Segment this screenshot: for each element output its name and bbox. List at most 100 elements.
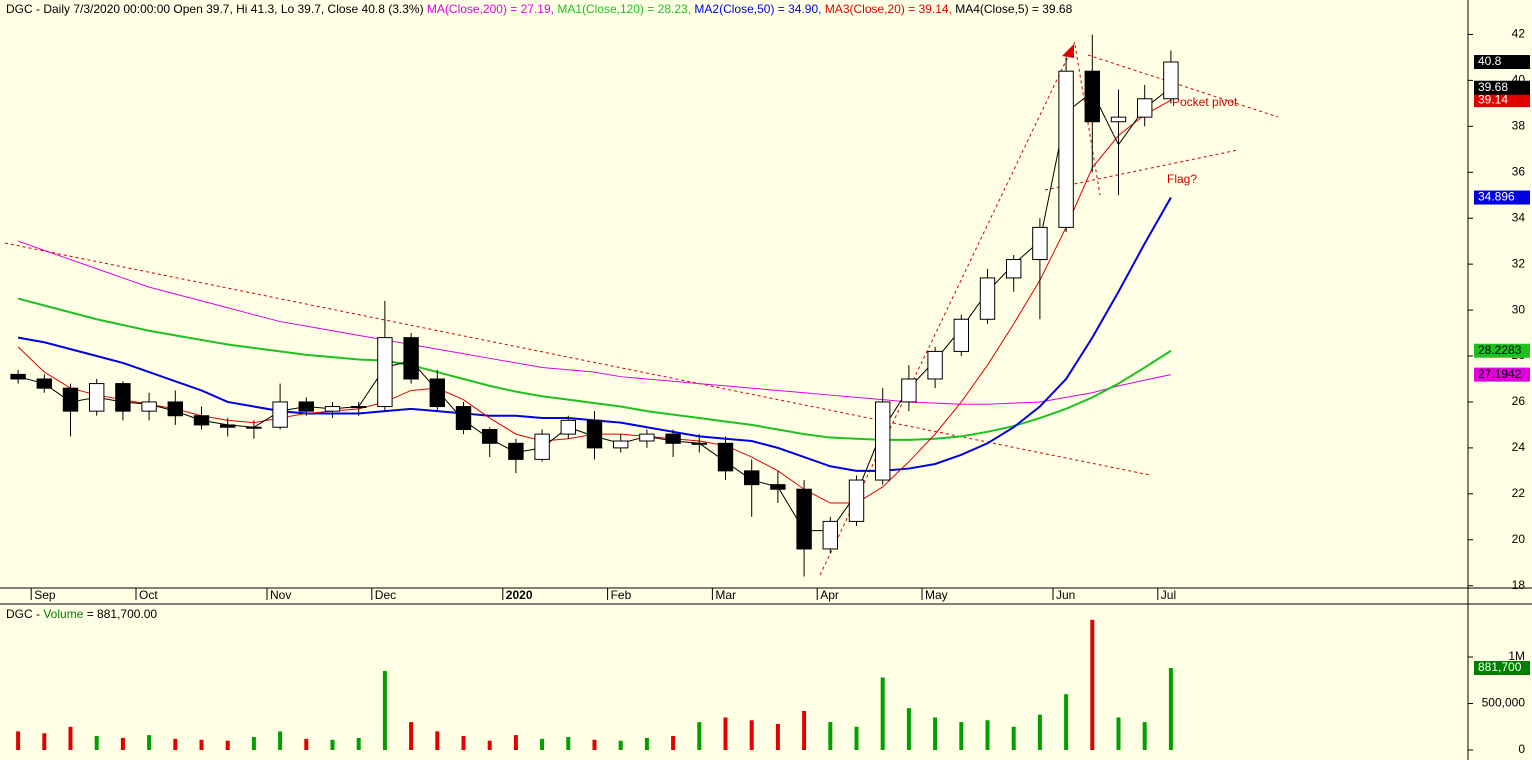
candle-body xyxy=(770,484,786,490)
volume-bar xyxy=(906,708,911,750)
candle-body xyxy=(848,479,865,522)
y-tick-label: 20 xyxy=(1512,532,1526,546)
value-box-label: 27.1942 xyxy=(1478,367,1522,381)
candle-body xyxy=(246,426,262,429)
candle-body xyxy=(901,378,917,403)
y-tick-label: 500,000 xyxy=(1482,696,1526,710)
candle-body xyxy=(1110,116,1127,123)
candle-body xyxy=(534,433,550,460)
volume-bar xyxy=(749,720,754,750)
volume-bar xyxy=(435,731,440,750)
volume-bar xyxy=(1011,726,1016,750)
candle-body xyxy=(508,442,524,460)
y-tick-label: 18 xyxy=(1512,578,1526,592)
annotation: Flag? xyxy=(1167,172,1197,186)
volume-bar xyxy=(959,722,964,750)
value-box-label: 39.14 xyxy=(1478,92,1508,106)
volume-bar xyxy=(199,739,204,750)
volume-bar xyxy=(173,738,178,750)
candle-body xyxy=(822,520,839,550)
candle-body xyxy=(272,401,288,428)
value-box-label: 34.896 xyxy=(1478,190,1515,204)
x-tick-label: Sep xyxy=(34,588,56,602)
volume-bar xyxy=(487,740,492,750)
volume-bar xyxy=(147,735,152,750)
x-tick-label: 2020 xyxy=(506,588,533,602)
x-tick-label: Mar xyxy=(715,588,736,602)
value-box-label: 28.2283 xyxy=(1478,343,1522,357)
candle-body xyxy=(1005,259,1022,279)
candle-body xyxy=(1163,61,1179,100)
flag-lower-line xyxy=(1044,149,1239,191)
candle-body xyxy=(324,406,341,412)
candle-body xyxy=(350,406,367,409)
y-tick-label: 32 xyxy=(1512,256,1526,270)
volume-bar xyxy=(775,723,780,750)
y-tick-label: 22 xyxy=(1512,486,1526,500)
candle-body xyxy=(717,442,734,472)
volume-bar xyxy=(566,736,571,750)
volume-bar xyxy=(671,736,676,750)
volume-header: DGC - Volume = 881,700.00 xyxy=(6,607,157,621)
volume-bar xyxy=(356,737,361,750)
value-box xyxy=(1474,367,1530,382)
candle-body xyxy=(62,387,79,412)
volume-bar xyxy=(697,722,702,750)
volume-bar xyxy=(382,670,387,750)
volume-bar xyxy=(723,717,728,750)
chart-header: DGC - Daily 7/3/2020 00:00:00 Open 39.7,… xyxy=(6,2,1073,16)
x-tick-label: Oct xyxy=(139,588,158,602)
candle-body xyxy=(927,350,943,380)
value-box xyxy=(1474,343,1530,358)
value-box-label: 39.68 xyxy=(1478,80,1508,94)
candle-body xyxy=(88,383,105,412)
candle-body xyxy=(219,424,236,428)
candle-body xyxy=(612,440,629,449)
legend-entry: MA(Close,200) = 27.19, xyxy=(427,2,557,16)
candle-body xyxy=(403,337,419,380)
candle-body xyxy=(1032,226,1048,261)
candle-body xyxy=(193,415,210,426)
volume-bar xyxy=(409,722,414,750)
volume-bar xyxy=(513,735,518,750)
y-tick-label: 34 xyxy=(1512,210,1526,224)
candle-body xyxy=(455,406,472,431)
y-tick-label: 0 xyxy=(1518,742,1525,756)
volume-bar xyxy=(94,736,99,750)
x-tick-label: Dec xyxy=(375,588,396,602)
candle-body xyxy=(639,433,655,442)
value-box xyxy=(1474,661,1530,676)
volume-bar xyxy=(880,677,885,750)
candle-body xyxy=(429,378,446,408)
value-box xyxy=(1474,80,1530,95)
value-box xyxy=(1474,55,1530,70)
moving-average xyxy=(17,240,1172,405)
candle-body xyxy=(1136,98,1153,118)
y-tick-label: 36 xyxy=(1512,164,1526,178)
volume-bar xyxy=(304,738,309,750)
header-text: DGC - Daily 7/3/2020 00:00:00 Open 39.7,… xyxy=(6,2,427,16)
candle-body xyxy=(481,429,498,444)
y-tick-label: 30 xyxy=(1512,302,1526,316)
y-tick-label: 26 xyxy=(1512,394,1526,408)
value-box-label: 881,700 xyxy=(1478,660,1522,674)
candle-body xyxy=(141,401,157,412)
volume-bar xyxy=(1142,722,1147,750)
legend-entry: MA1(Close,120) = 28.23, xyxy=(557,2,694,16)
legend-entry: MA3(Close,20) = 39.14, xyxy=(825,2,955,16)
candle-body xyxy=(691,442,708,445)
pullback-line xyxy=(1074,44,1101,196)
y-tick-label: 24 xyxy=(1512,440,1526,454)
candle-body xyxy=(796,488,812,550)
volume-header-text: DGC - xyxy=(6,607,43,621)
volume-bar xyxy=(16,731,21,750)
candle-body xyxy=(115,383,131,412)
x-tick-label: May xyxy=(925,588,948,602)
value-box xyxy=(1474,190,1530,205)
candle-body xyxy=(586,419,603,449)
candle-body xyxy=(1084,70,1101,123)
candle-body xyxy=(10,373,26,380)
candle-body xyxy=(874,401,891,481)
